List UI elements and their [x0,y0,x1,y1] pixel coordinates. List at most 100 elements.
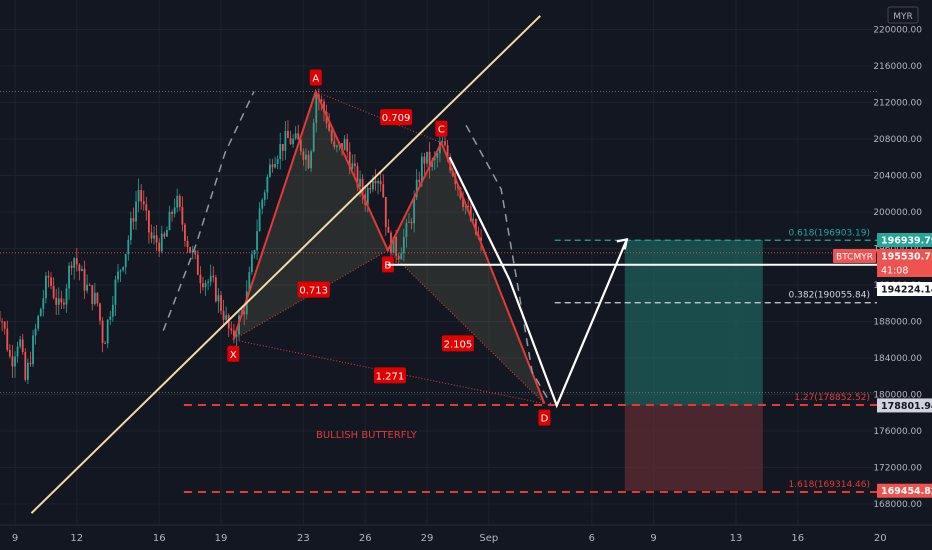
candle-body [45,275,47,299]
time-tick-label: 29 [421,533,434,544]
candle-body [356,166,359,187]
pattern-ratio-line [387,249,545,404]
candle-body [106,319,109,344]
ratio-label: 0.713 [299,286,328,297]
time-tick-label: 26 [359,533,372,544]
candle-body [166,230,168,237]
candle-body [52,285,55,298]
candle-body [204,282,207,288]
candle-body [420,156,423,183]
candle-body [402,237,405,254]
candle-body [111,304,114,317]
pattern-point-marker [227,345,240,362]
candle-body [137,190,140,202]
candle-body [153,235,155,239]
candle-body [312,122,315,152]
candle-body [397,255,400,260]
price-tag-bg [877,249,932,263]
candle-body [34,328,37,336]
candle-body [441,141,444,143]
candle-body [212,275,215,278]
ratio-label: 2.105 [444,339,473,350]
candle-body [341,142,343,151]
pattern-point-marker [435,120,448,137]
fib-level-label: 1.27(178852.52) [794,393,870,403]
candle-body [55,297,58,305]
projection-path[interactable] [162,91,877,409]
candle-body [124,254,127,268]
candle-body [26,362,29,380]
candle-body [150,232,153,239]
candle-body [214,277,217,302]
candle-body [410,221,413,224]
time-tick-label: 19 [215,533,228,544]
candle-body [333,141,336,148]
candle-body [8,349,11,357]
time-tick-label: 9 [12,533,18,544]
stop-zone [624,405,763,491]
candle-body [297,133,300,140]
price-tag-bg [877,233,932,247]
candle-body [475,219,477,235]
envelope-curve-right [465,124,552,405]
candle-body [467,205,470,207]
candle-body [369,187,372,190]
candle-body [366,187,369,205]
candle-body [310,151,313,169]
ratio-badge [380,109,413,126]
candle-body [480,237,482,241]
candle-body [323,101,325,112]
candle-body [271,164,274,168]
target-zone [624,239,763,406]
pattern-point-label: B [384,260,391,271]
price-tag: 196939.79 [881,236,932,247]
candle-body [119,270,122,272]
trendline-line [30,15,541,514]
candle-body [472,219,475,221]
ratio-label: 0.709 [382,113,411,124]
candle-body [19,339,22,347]
pattern-point-label: D [541,414,549,425]
candle-body [235,334,238,337]
candle-body [86,284,88,291]
fib-levels[interactable]: 0.618(196903.19) 0.382(190055.84) 1.27(178… [183,228,877,494]
candle-body [6,328,9,350]
candle-body [101,320,104,343]
candle-body [73,258,76,268]
time-axis[interactable]: 9 12 16 19 23 26 29 Sep 6 9 13 16 20 [0,524,932,550]
candle-body [176,195,179,208]
candle-body [39,308,42,317]
candle-body [96,292,99,304]
time-tick-label: 20 [874,533,887,544]
candle-body [122,267,125,271]
candle-body [199,274,202,284]
price-tick-label: 176000.00 [873,427,922,437]
price-tick-label: 168000.00 [873,500,922,510]
reference-lines [0,91,877,394]
time-tick-label: Sep [479,533,498,544]
ratio-badge [373,367,406,384]
price-tag: 169454.82 [881,486,932,497]
candle-body [392,236,395,254]
candle-body [129,218,132,240]
candle-body [99,303,101,321]
candle-body [171,211,173,214]
candle-body [343,139,346,151]
price-tick-label: 184000.00 [873,354,922,364]
countdown-bg [877,263,932,277]
candle-body [243,311,246,315]
candle-body [127,239,130,255]
candle-body [155,235,158,243]
candle-body [354,163,356,167]
envelope-curve-left [162,91,255,331]
price-tick-label: 180000.00 [873,391,922,401]
fib-level-label: 1.618(169314.46) [789,480,870,490]
candle-body [287,131,289,138]
trendline[interactable] [30,15,541,514]
candle-body [444,141,446,146]
price-tag: 195530.71 [881,252,932,263]
candle-body [50,277,52,286]
candle-body [230,328,233,331]
candle-body [16,346,19,357]
